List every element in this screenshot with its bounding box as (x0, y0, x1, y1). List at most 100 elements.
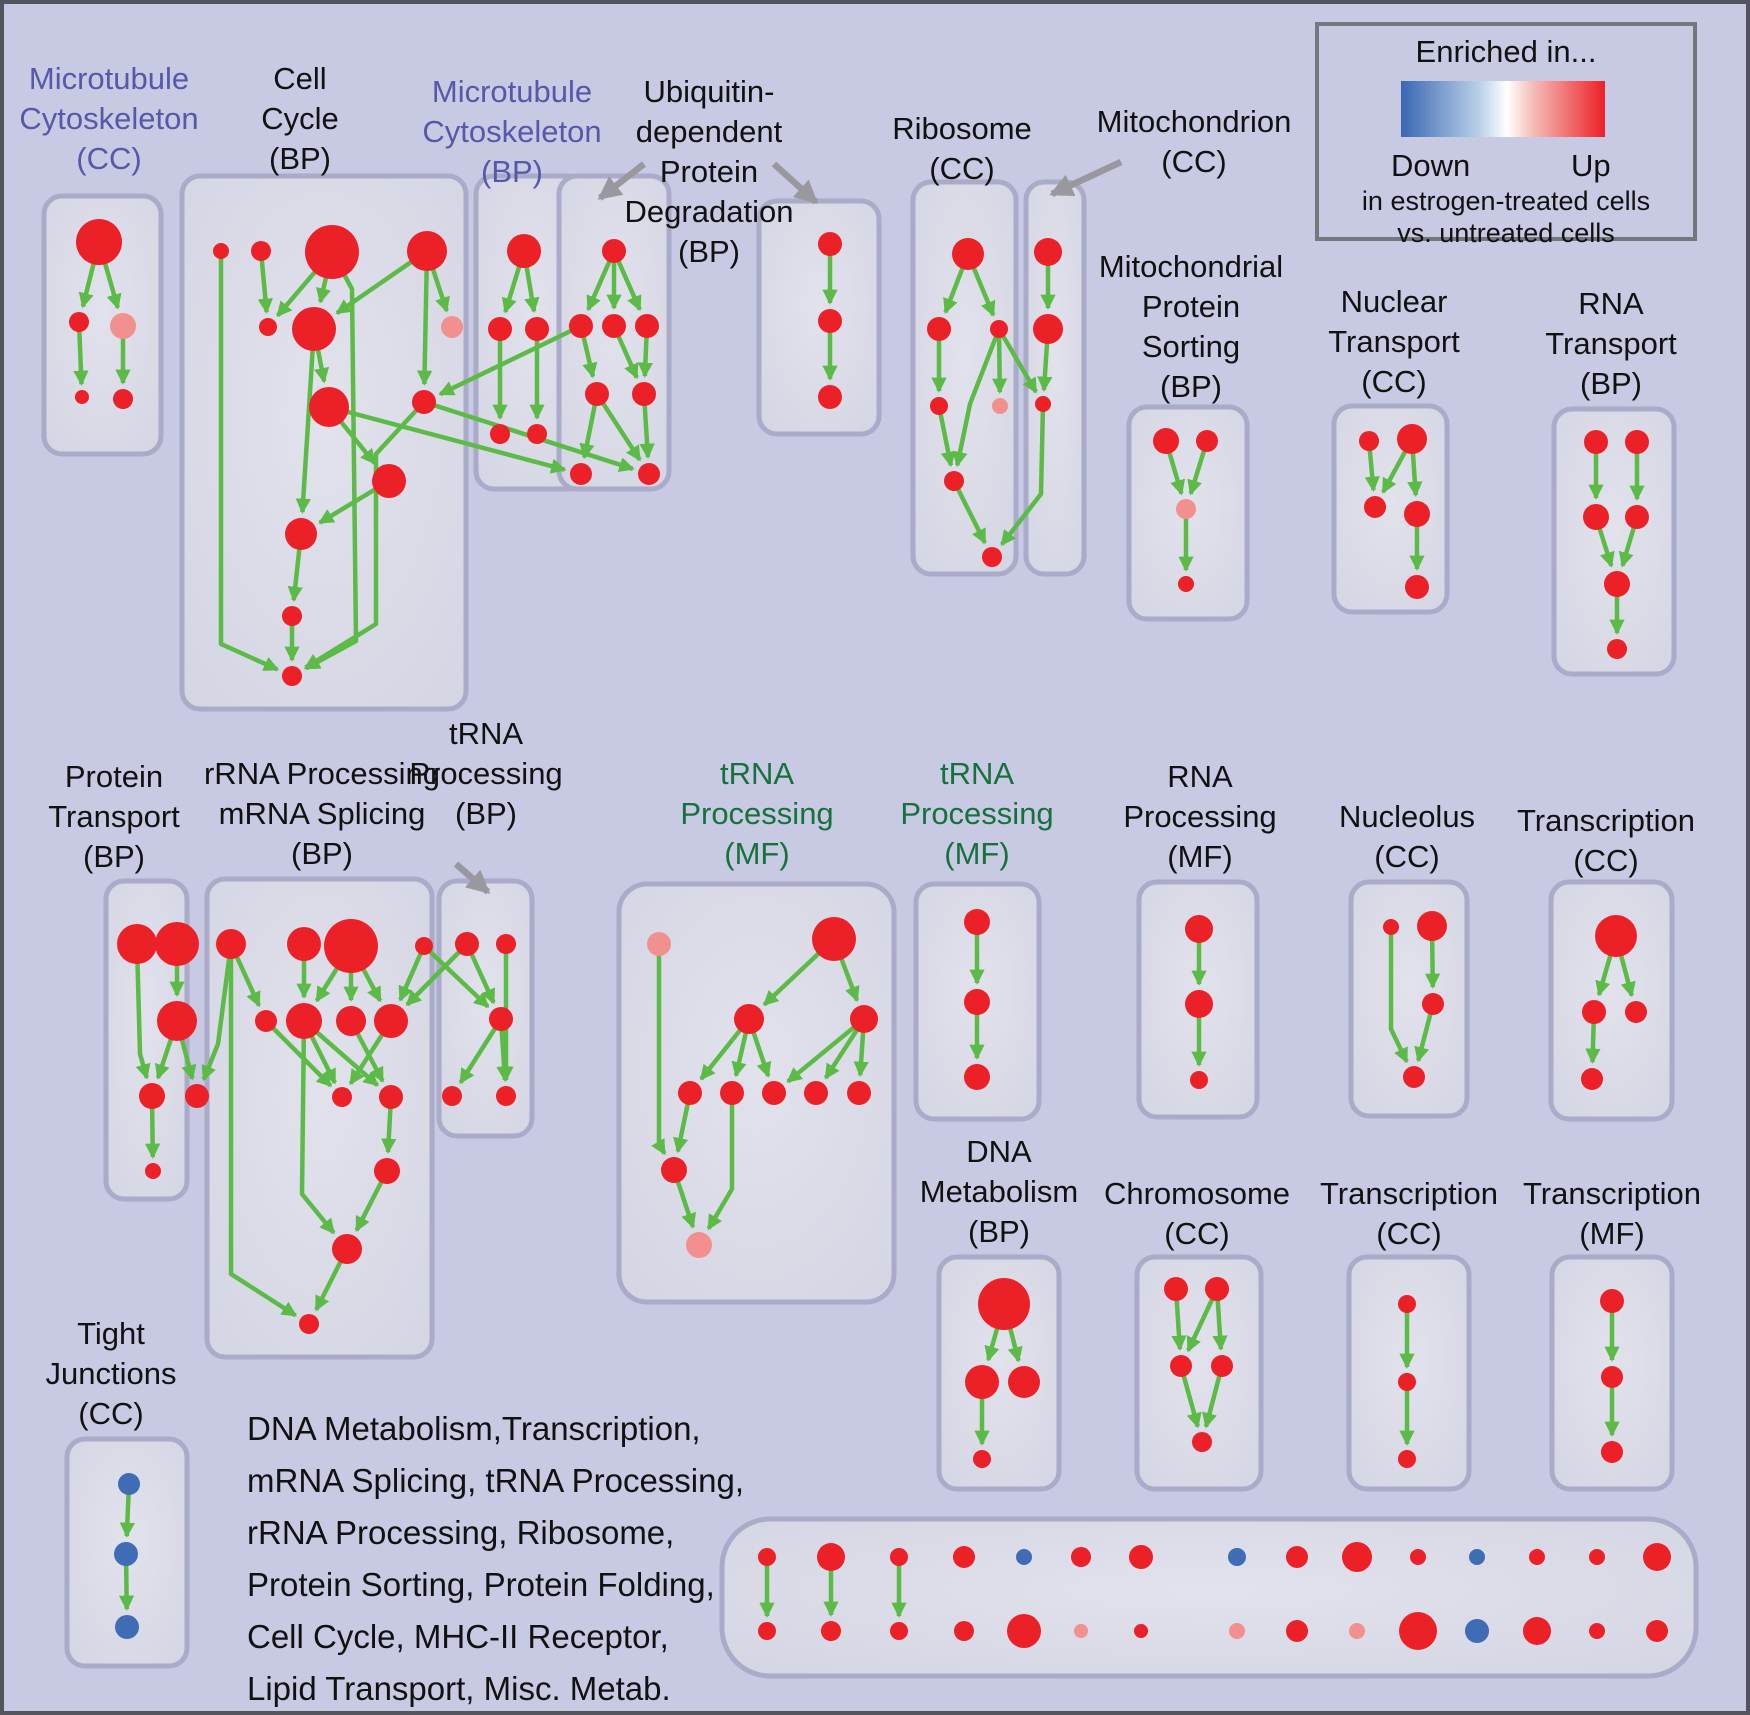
edge-arrow (398, 945, 427, 1002)
cluster-box (1134, 1254, 1264, 1492)
edge-arrow (952, 328, 1002, 468)
go-term-node (647, 932, 671, 956)
label-mitochondrial-protein-sorting-bp: Mitochondrial Protein Sorting (BP) (1098, 249, 1284, 404)
go-term-node (113, 389, 133, 409)
go-term-node (952, 238, 984, 270)
label-ubiquitin-dependent-protein-degradation-bp: Ubiquitin-dependent Protein Degradation (BP… (624, 74, 794, 269)
go-term-node (1398, 1373, 1416, 1391)
go-term-node (1601, 1441, 1623, 1463)
edge-arrow (951, 479, 987, 545)
go-term-node (927, 317, 951, 341)
go-term-node (812, 917, 856, 961)
legend-gradient-bar (1401, 81, 1605, 137)
go-term-node (944, 471, 964, 491)
edge-arrow (1388, 927, 1409, 1064)
go-term-node (1600, 1289, 1624, 1313)
go-term-node (115, 1615, 139, 1639)
label-transcription-cc-bottom: Transcription (CC) (1319, 1176, 1499, 1251)
go-term-node (1016, 1549, 1032, 1565)
go-term-node (1625, 505, 1649, 529)
go-term-node (570, 463, 592, 485)
label-rrna-processing-mrna-splicing-bp: rRNA Processing mRNA Splicing (BP) (203, 756, 441, 871)
go-term-node (118, 1473, 140, 1495)
go-term-node (569, 314, 593, 338)
go-term-node (762, 1081, 786, 1105)
go-term-node (1228, 1548, 1246, 1566)
go-term-node (442, 1086, 462, 1106)
go-term-node (686, 1232, 712, 1258)
go-term-node (1383, 919, 1399, 935)
go-term-node (1342, 1542, 1372, 1572)
edge-arrow (595, 392, 642, 462)
legend-subtitle-1: in estrogen-treated cells (1361, 186, 1651, 216)
go-term-node (1410, 1549, 1426, 1565)
go-term-node (1417, 911, 1447, 941)
go-term-node (678, 1081, 702, 1105)
go-term-node (441, 316, 463, 338)
go-term-node (117, 924, 157, 964)
label-misc-cluster-list: DNA Metabolism,Transcription, mRNA Splici… (247, 1410, 745, 1707)
label-chromosome-cc: Chromosome (CC) (1103, 1176, 1291, 1251)
go-term-node (1205, 1277, 1229, 1301)
label-transcription-mf: Transcription (MF) (1522, 1176, 1702, 1251)
label-nuclear-transport-cc: Nuclear Transport (CC) (1328, 284, 1460, 399)
edge-arrow (997, 327, 1038, 394)
go-term-node (818, 309, 842, 333)
go-term-node (1581, 1068, 1603, 1090)
go-term-node (412, 390, 436, 414)
cluster-box (1548, 879, 1675, 1122)
label-mitochondrion-cc: Mitochondrion (CC) (1096, 104, 1292, 179)
go-term-node (305, 225, 359, 279)
go-term-node (407, 231, 447, 271)
go-term-node (255, 1010, 277, 1032)
cluster-box (1346, 1254, 1472, 1492)
go-term-node (1604, 571, 1630, 597)
label-protein-transport-bp: Protein Transport (BP) (48, 759, 180, 874)
edge-arrow (257, 250, 274, 314)
go-term-node (69, 312, 89, 332)
edge-arrow (706, 1093, 735, 1231)
go-term-node (1286, 1620, 1308, 1642)
go-network-canvas (41, 159, 1699, 1679)
label-tight-junctions-cc: Tight Junctions (CC) (45, 1316, 177, 1431)
edge-arrow (201, 943, 234, 1082)
go-term-node (1469, 1549, 1485, 1565)
go-term-node (758, 1622, 776, 1640)
cluster-box (1551, 406, 1677, 677)
go-term-node (1185, 990, 1213, 1018)
go-term-node (213, 243, 229, 259)
go-term-node (1129, 1545, 1153, 1569)
edge-arrow (786, 1017, 866, 1084)
annotation-arrow (771, 161, 819, 205)
go-term-node (1134, 1624, 1148, 1638)
go-term-node (285, 518, 317, 550)
go-term-node (1071, 1547, 1091, 1567)
go-term-node (1523, 1617, 1551, 1645)
cluster-box (1331, 403, 1450, 615)
edge-arrow (991, 328, 1008, 394)
go-term-node (954, 1621, 974, 1641)
legend-subtitle-2: vs. untreated cells (1397, 218, 1615, 248)
go-term-node (1074, 1624, 1088, 1638)
go-term-node (978, 1278, 1030, 1330)
go-term-node (635, 314, 659, 338)
go-term-node (1405, 575, 1429, 599)
legend: Enriched in... Down Up in estrogen-treat… (1315, 22, 1697, 248)
go-term-node (155, 922, 199, 966)
go-term-node (287, 927, 321, 961)
label-trna-processing-mf-large: tRNA Processing (MF) (680, 756, 834, 871)
go-term-node (1589, 1623, 1605, 1639)
go-term-node (292, 307, 336, 351)
go-term-node (374, 1004, 408, 1038)
go-term-node (1582, 1000, 1606, 1024)
go-term-node (496, 934, 516, 954)
label-rna-transport-bp: RNA Transport (BP) (1545, 286, 1677, 401)
label-trna-processing-bp: tRNA Processing (BP) (409, 716, 563, 831)
go-term-node (1403, 1066, 1425, 1088)
go-term-node (1584, 430, 1608, 454)
go-term-node (489, 1007, 513, 1031)
cluster-box (616, 881, 897, 1305)
edge-arrow (299, 1020, 336, 1235)
legend-down-label: Down (1391, 148, 1471, 183)
go-term-node (1192, 1432, 1212, 1452)
